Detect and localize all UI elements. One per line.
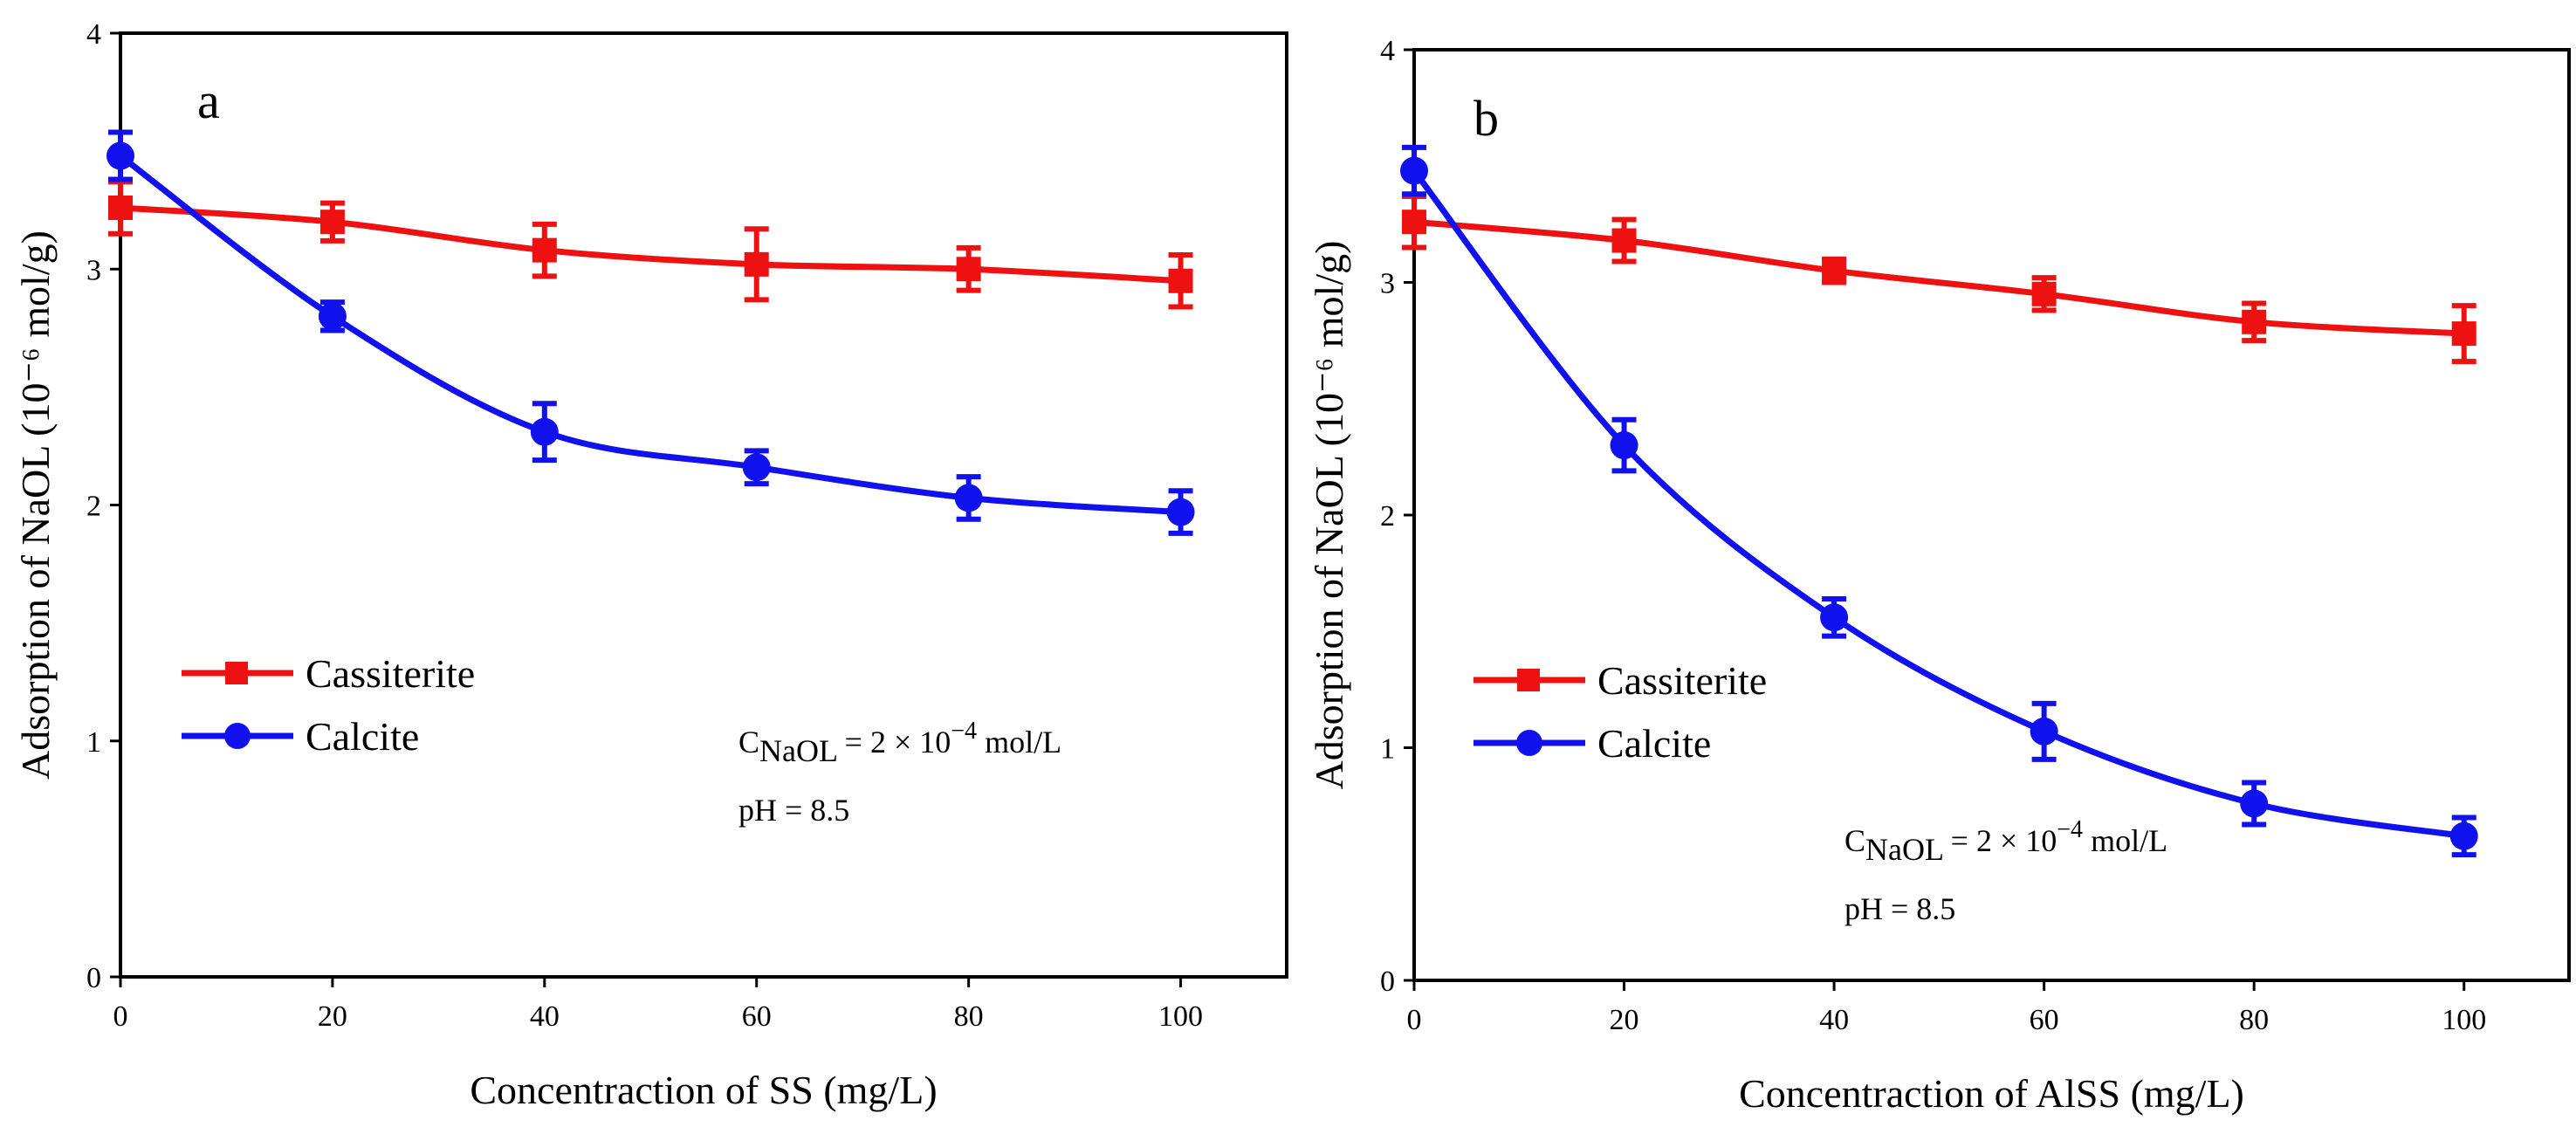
legend-marker-circle <box>1516 730 1542 756</box>
data-point-square <box>319 210 345 235</box>
x-tick-label: 0 <box>113 1000 128 1033</box>
ph-annotation: pH = 8.5 <box>738 793 849 828</box>
x-axis-label: Concentraction of SS (mg/L) <box>470 1068 937 1112</box>
ph-annotation: pH = 8.5 <box>1844 891 1955 926</box>
y-axis-label: Adsorption of NaOL (10⁻⁶ mol/g) <box>1307 241 1351 790</box>
annotation-part: −4 <box>2057 816 2083 843</box>
annotation-part: mol/L <box>2083 823 2167 858</box>
x-tick-label: 0 <box>1407 1004 1422 1036</box>
data-point-circle <box>954 484 983 512</box>
data-point-circle <box>106 141 134 170</box>
y-tick-label: 0 <box>86 962 101 994</box>
annotation-part: = 2 × 10 <box>837 725 951 759</box>
y-tick-label: 4 <box>1380 35 1395 67</box>
legend-label: Calcite <box>306 714 419 759</box>
x-tick-label: 20 <box>1610 1004 1639 1036</box>
panel-label: a <box>197 72 220 129</box>
x-tick-label: 40 <box>1819 1004 1849 1036</box>
x-tick-label: 80 <box>2239 1004 2269 1036</box>
y-tick-label: 1 <box>86 726 101 759</box>
legend-label: Cassiterite <box>306 651 475 696</box>
annotation-part: mol/L <box>977 725 1061 759</box>
series-line-calcite <box>1412 168 2465 840</box>
annotation-part: = 2 × 10 <box>1943 823 2057 858</box>
data-point-circle <box>1610 431 1638 460</box>
annotation-part: NaOL <box>759 733 837 768</box>
annotation-part: C <box>1844 823 1865 858</box>
data-point-circle <box>2240 789 2269 818</box>
data-point-square <box>1822 258 1847 284</box>
data-point-square <box>744 251 769 277</box>
data-point-square <box>1611 228 1637 253</box>
y-axis-label: Adsorption of NaOL (10⁻⁶ mol/g) <box>13 230 58 780</box>
annotation-part: C <box>738 725 759 759</box>
panel-label: b <box>1473 90 1499 147</box>
data-point-circle <box>1820 603 1849 632</box>
data-point-square <box>108 195 133 220</box>
panel-a: 0 20 40 60 80 100 0 1 2 3 4 Concentraction of SS (m… <box>13 18 1288 1112</box>
annotation-part: −4 <box>951 718 977 745</box>
x-axis-label: Concentraction of AlSS (mg/L) <box>1739 1071 2244 1116</box>
series-line-calcite <box>118 153 1181 516</box>
y-tick-label: 2 <box>1380 500 1395 533</box>
legend-marker-circle <box>224 723 251 749</box>
series-line-cassiterite <box>120 204 1181 285</box>
annotation-part: NaOL <box>1865 832 1943 867</box>
data-point-square <box>2242 309 2267 334</box>
data-point-square <box>1402 210 1426 235</box>
data-point-circle <box>1166 498 1195 526</box>
legend-label: Calcite <box>1597 721 1711 766</box>
data-point-square <box>2031 281 2057 306</box>
legend-marker-square <box>225 662 248 684</box>
legend-label: Cassiterite <box>1597 658 1767 703</box>
legend-marker-square <box>1517 669 1540 691</box>
y-tick-label: 1 <box>1380 733 1395 766</box>
y-tick-label: 3 <box>86 254 101 286</box>
data-point-circle <box>742 453 771 482</box>
data-point-circle <box>2449 821 2478 850</box>
data-point-circle <box>318 302 347 331</box>
data-point-square <box>532 237 557 263</box>
x-tick-label: 80 <box>954 1000 984 1033</box>
x-tick-label: 60 <box>742 1000 772 1033</box>
y-tick-label: 3 <box>1380 268 1395 300</box>
y-tick-label: 2 <box>86 491 101 523</box>
concentration-annotation: CNaOL = 2 × 10−4 mol/L <box>1844 816 2167 867</box>
x-tick-label: 60 <box>2030 1004 2059 1036</box>
x-tick-label: 40 <box>530 1000 560 1033</box>
y-tick-label: 4 <box>86 18 101 51</box>
data-point-square <box>2451 321 2476 347</box>
data-point-circle <box>530 417 559 446</box>
y-tick-label: 0 <box>1380 966 1395 998</box>
x-tick-label: 100 <box>1158 1000 1203 1033</box>
plot-frame <box>119 31 1288 979</box>
data-point-square <box>1168 268 1193 293</box>
data-point-circle <box>2030 717 2058 746</box>
panel-b: 0 20 40 60 80 100 0 1 2 3 4 Concentraction of AlSS … <box>1307 35 2571 1116</box>
series-line-cassiterite <box>1413 218 2464 337</box>
x-tick-label: 100 <box>2442 1004 2486 1036</box>
concentration-annotation: CNaOL = 2 × 10−4 mol/L <box>738 718 1061 768</box>
x-tick-label: 20 <box>318 1000 347 1033</box>
data-point-square <box>956 257 981 282</box>
data-point-circle <box>1400 156 1428 185</box>
